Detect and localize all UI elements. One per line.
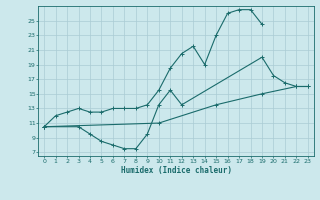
X-axis label: Humidex (Indice chaleur): Humidex (Indice chaleur) <box>121 166 231 175</box>
